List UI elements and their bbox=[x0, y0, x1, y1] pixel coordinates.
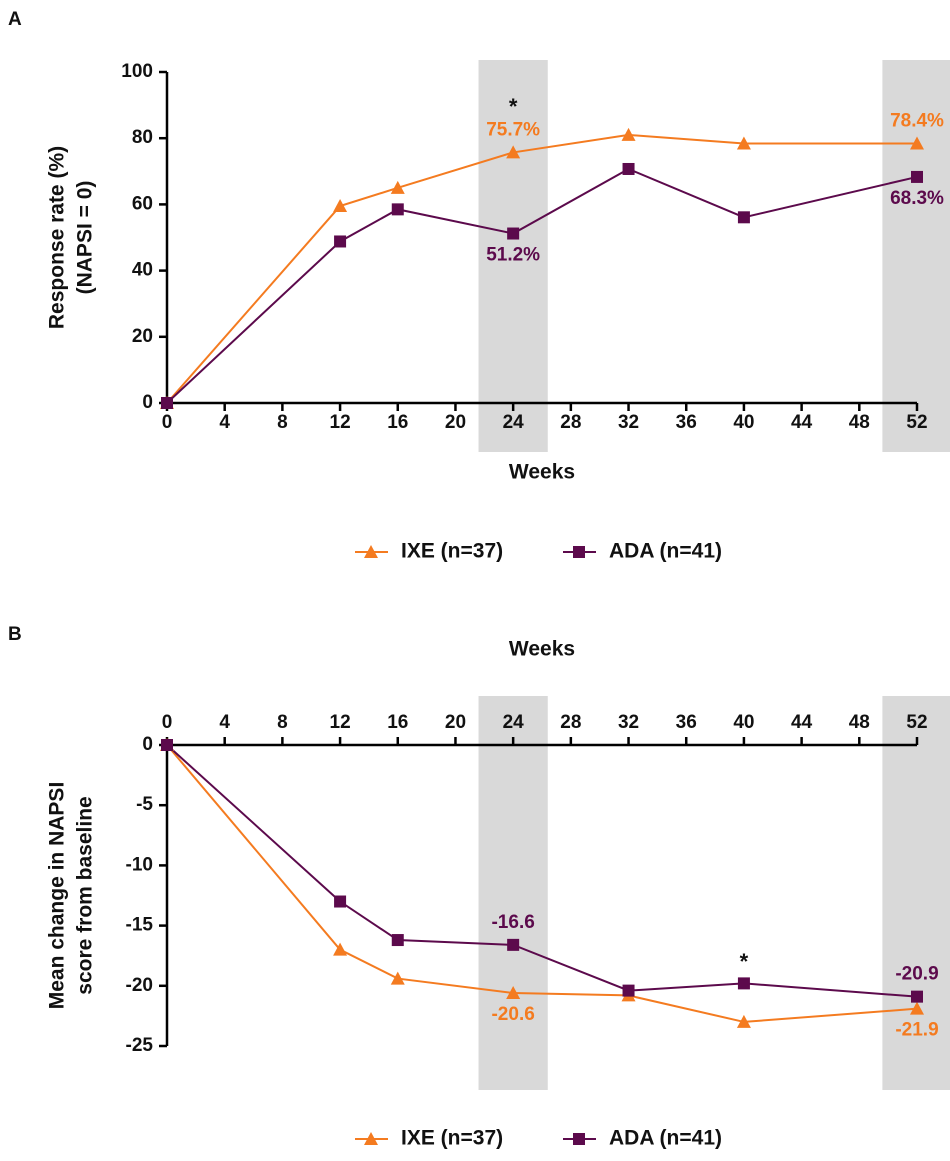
data-point bbox=[390, 180, 405, 194]
y-tick-label: 40 bbox=[132, 260, 153, 281]
data-point bbox=[736, 136, 751, 150]
legend-label: ADA (n=41) bbox=[609, 540, 722, 563]
annotation: * bbox=[509, 94, 518, 119]
y-tick-label: 20 bbox=[132, 326, 153, 347]
x-tick-label: 0 bbox=[162, 712, 173, 733]
data-point bbox=[910, 1001, 924, 1015]
data-point bbox=[334, 895, 347, 908]
x-tick-label: 8 bbox=[277, 412, 288, 433]
y-axis-title: (NAPSI = 0) bbox=[74, 181, 97, 295]
y-tick-label: 0 bbox=[142, 392, 153, 413]
highlight-band bbox=[882, 60, 950, 452]
x-tick-label: 32 bbox=[618, 412, 639, 433]
y-tick-label: -5 bbox=[136, 794, 153, 815]
x-tick-label: 28 bbox=[560, 712, 581, 733]
y-axis-title: Mean change in NAPSI bbox=[46, 782, 69, 1010]
x-tick-label: 4 bbox=[219, 412, 230, 433]
y-tick-label: -25 bbox=[126, 1035, 154, 1056]
x-axis-title: Weeks bbox=[509, 638, 575, 661]
data-label: -21.9 bbox=[895, 1020, 938, 1041]
x-tick-label: 4 bbox=[219, 712, 230, 733]
x-tick-label: 0 bbox=[162, 412, 173, 433]
data-point bbox=[333, 199, 348, 213]
data-label: 68.3% bbox=[890, 188, 944, 209]
data-point bbox=[333, 942, 348, 956]
data-point bbox=[334, 235, 347, 248]
data-point bbox=[391, 934, 404, 947]
data-label: 51.2% bbox=[486, 245, 540, 266]
legend-marker bbox=[364, 545, 378, 558]
data-point bbox=[161, 397, 173, 409]
y-tick-label: 100 bbox=[121, 61, 153, 82]
y-tick-label: 0 bbox=[142, 734, 153, 755]
data-point bbox=[622, 162, 635, 175]
x-tick-label: 52 bbox=[906, 412, 927, 433]
highlight-band bbox=[478, 60, 548, 452]
y-tick-label: 80 bbox=[132, 127, 153, 148]
x-tick-label: 48 bbox=[849, 712, 870, 733]
panel-label: A bbox=[8, 9, 22, 30]
x-tick-label: 40 bbox=[733, 412, 754, 433]
y-axis-title: Response rate (%) bbox=[46, 146, 69, 329]
x-tick-label: 44 bbox=[791, 712, 813, 733]
data-label: -20.6 bbox=[491, 1004, 534, 1025]
y-tick-label: -20 bbox=[126, 975, 153, 996]
x-tick-label: 52 bbox=[906, 712, 927, 733]
x-tick-label: 12 bbox=[330, 412, 351, 433]
x-tick-label: 16 bbox=[387, 412, 408, 433]
legend-label: IXE (n=37) bbox=[401, 1127, 503, 1150]
legend-marker bbox=[364, 1132, 378, 1145]
highlight-band bbox=[882, 696, 950, 1090]
x-tick-label: 8 bbox=[277, 712, 288, 733]
data-point bbox=[507, 938, 520, 951]
data-point bbox=[736, 1014, 751, 1028]
data-label: 78.4% bbox=[890, 111, 944, 132]
x-axis-title: Weeks bbox=[509, 461, 575, 484]
data-label: 75.7% bbox=[486, 119, 540, 140]
highlight-band bbox=[478, 696, 548, 1090]
data-point bbox=[911, 990, 923, 1003]
x-tick-label: 20 bbox=[445, 412, 466, 433]
y-axis-title: score from baseline bbox=[74, 796, 97, 994]
data-label: -16.6 bbox=[491, 912, 534, 933]
x-tick-label: 16 bbox=[387, 712, 408, 733]
x-tick-label: 28 bbox=[560, 412, 581, 433]
data-point bbox=[737, 211, 750, 224]
data-point bbox=[390, 971, 405, 985]
legend-marker bbox=[573, 1133, 585, 1145]
data-point bbox=[391, 203, 404, 216]
annotation: * bbox=[740, 949, 749, 974]
data-label: -20.9 bbox=[895, 964, 938, 985]
data-point bbox=[622, 984, 635, 997]
data-point bbox=[737, 977, 750, 990]
y-tick-label: -10 bbox=[126, 854, 153, 875]
x-tick-label: 24 bbox=[503, 412, 525, 433]
data-point bbox=[910, 136, 924, 150]
x-tick-label: 36 bbox=[676, 712, 697, 733]
legend-label: ADA (n=41) bbox=[609, 1127, 722, 1150]
data-point bbox=[506, 986, 521, 1000]
x-tick-label: 40 bbox=[733, 712, 754, 733]
data-point bbox=[506, 145, 521, 159]
data-point bbox=[621, 127, 636, 141]
legend-marker bbox=[573, 546, 585, 558]
y-tick-label: 60 bbox=[132, 193, 153, 214]
x-tick-label: 44 bbox=[791, 412, 813, 433]
y-tick-label: -15 bbox=[126, 915, 154, 936]
x-tick-label: 24 bbox=[503, 712, 525, 733]
data-point bbox=[911, 170, 923, 183]
x-tick-label: 20 bbox=[445, 712, 466, 733]
data-point bbox=[507, 227, 520, 240]
x-tick-label: 36 bbox=[676, 412, 697, 433]
x-tick-label: 32 bbox=[618, 712, 639, 733]
legend-label: IXE (n=37) bbox=[401, 540, 503, 563]
x-tick-label: 48 bbox=[849, 412, 870, 433]
x-tick-label: 12 bbox=[330, 712, 351, 733]
data-point bbox=[161, 739, 173, 751]
panel-label: B bbox=[8, 624, 22, 645]
